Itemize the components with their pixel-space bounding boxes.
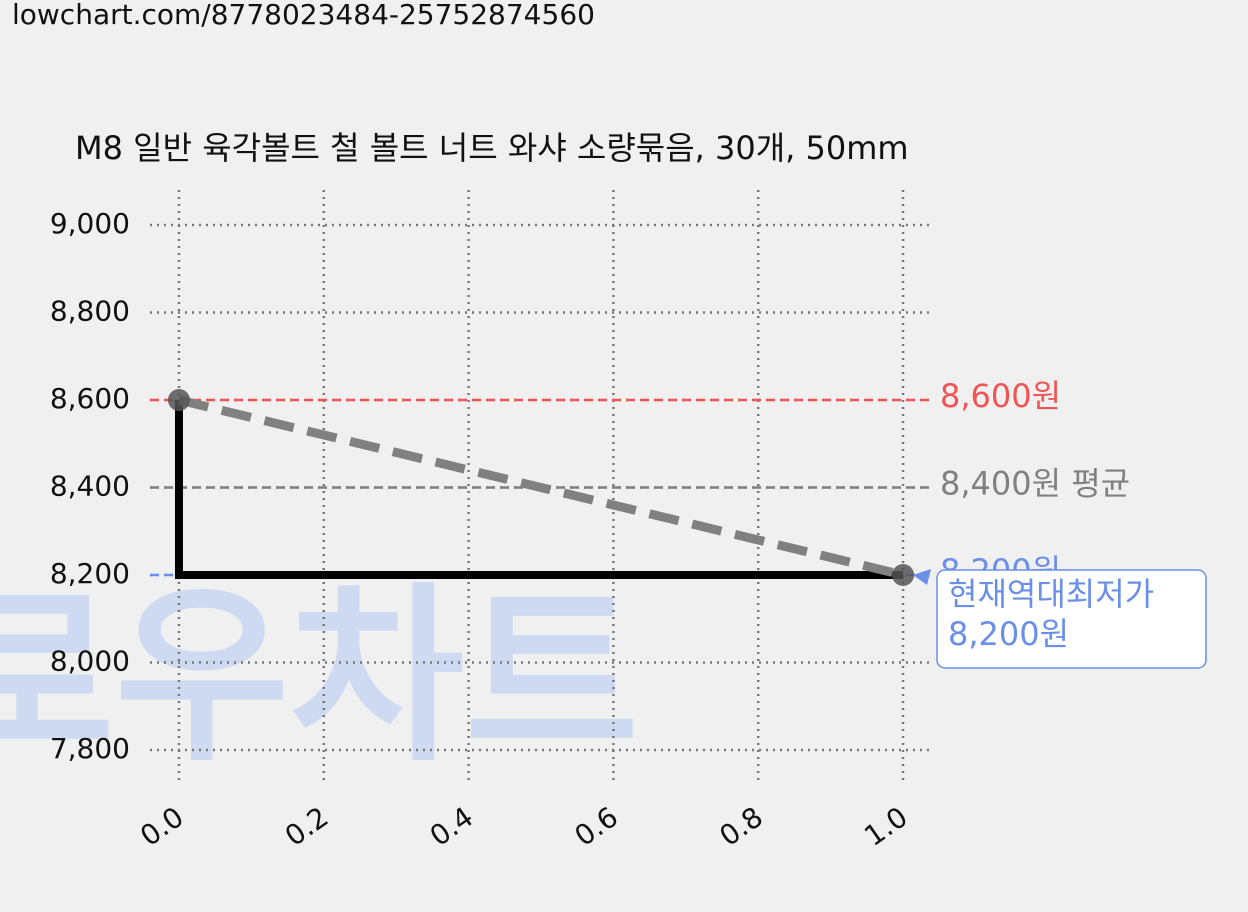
reference-label: 8,600원 bbox=[940, 377, 1061, 415]
point bbox=[167, 389, 190, 411]
y-tick-label: 9,000 bbox=[50, 207, 130, 240]
step-line bbox=[174, 400, 904, 579]
y-tick-label: 8,200 bbox=[50, 557, 130, 590]
x-tick-label: 0.4 bbox=[424, 800, 479, 853]
annotation-text: 8,200원 bbox=[948, 615, 1069, 653]
y-tick-label: 8,400 bbox=[50, 470, 130, 503]
x-tick-label: 0.0 bbox=[134, 800, 189, 853]
annotation-arrow bbox=[913, 569, 932, 585]
reference-label: 8,400원 평균 bbox=[940, 465, 1130, 503]
trend-line bbox=[177, 395, 905, 580]
y-tick-label: 8,000 bbox=[50, 645, 130, 678]
url: lowchart.com/8778023484-25752874560 bbox=[12, 0, 595, 31]
y-tick-label: 7,800 bbox=[50, 732, 130, 765]
point bbox=[892, 564, 915, 586]
x-tick-label: 0.2 bbox=[279, 800, 334, 853]
y-tick-label: 8,600 bbox=[50, 382, 130, 415]
x-tick-label: 1.0 bbox=[858, 800, 913, 853]
x-tick-label: 0.8 bbox=[713, 800, 768, 853]
x-tick-label: 0.6 bbox=[569, 800, 624, 853]
y-tick-label: 8,800 bbox=[50, 295, 130, 328]
annotation-box bbox=[936, 569, 1207, 669]
annotation-text: 현재역대최저가 bbox=[948, 575, 1154, 613]
chart-title: M8 일반 육각볼트 철 볼트 너트 와샤 소량묶음, 30개, 50mm bbox=[75, 129, 909, 167]
